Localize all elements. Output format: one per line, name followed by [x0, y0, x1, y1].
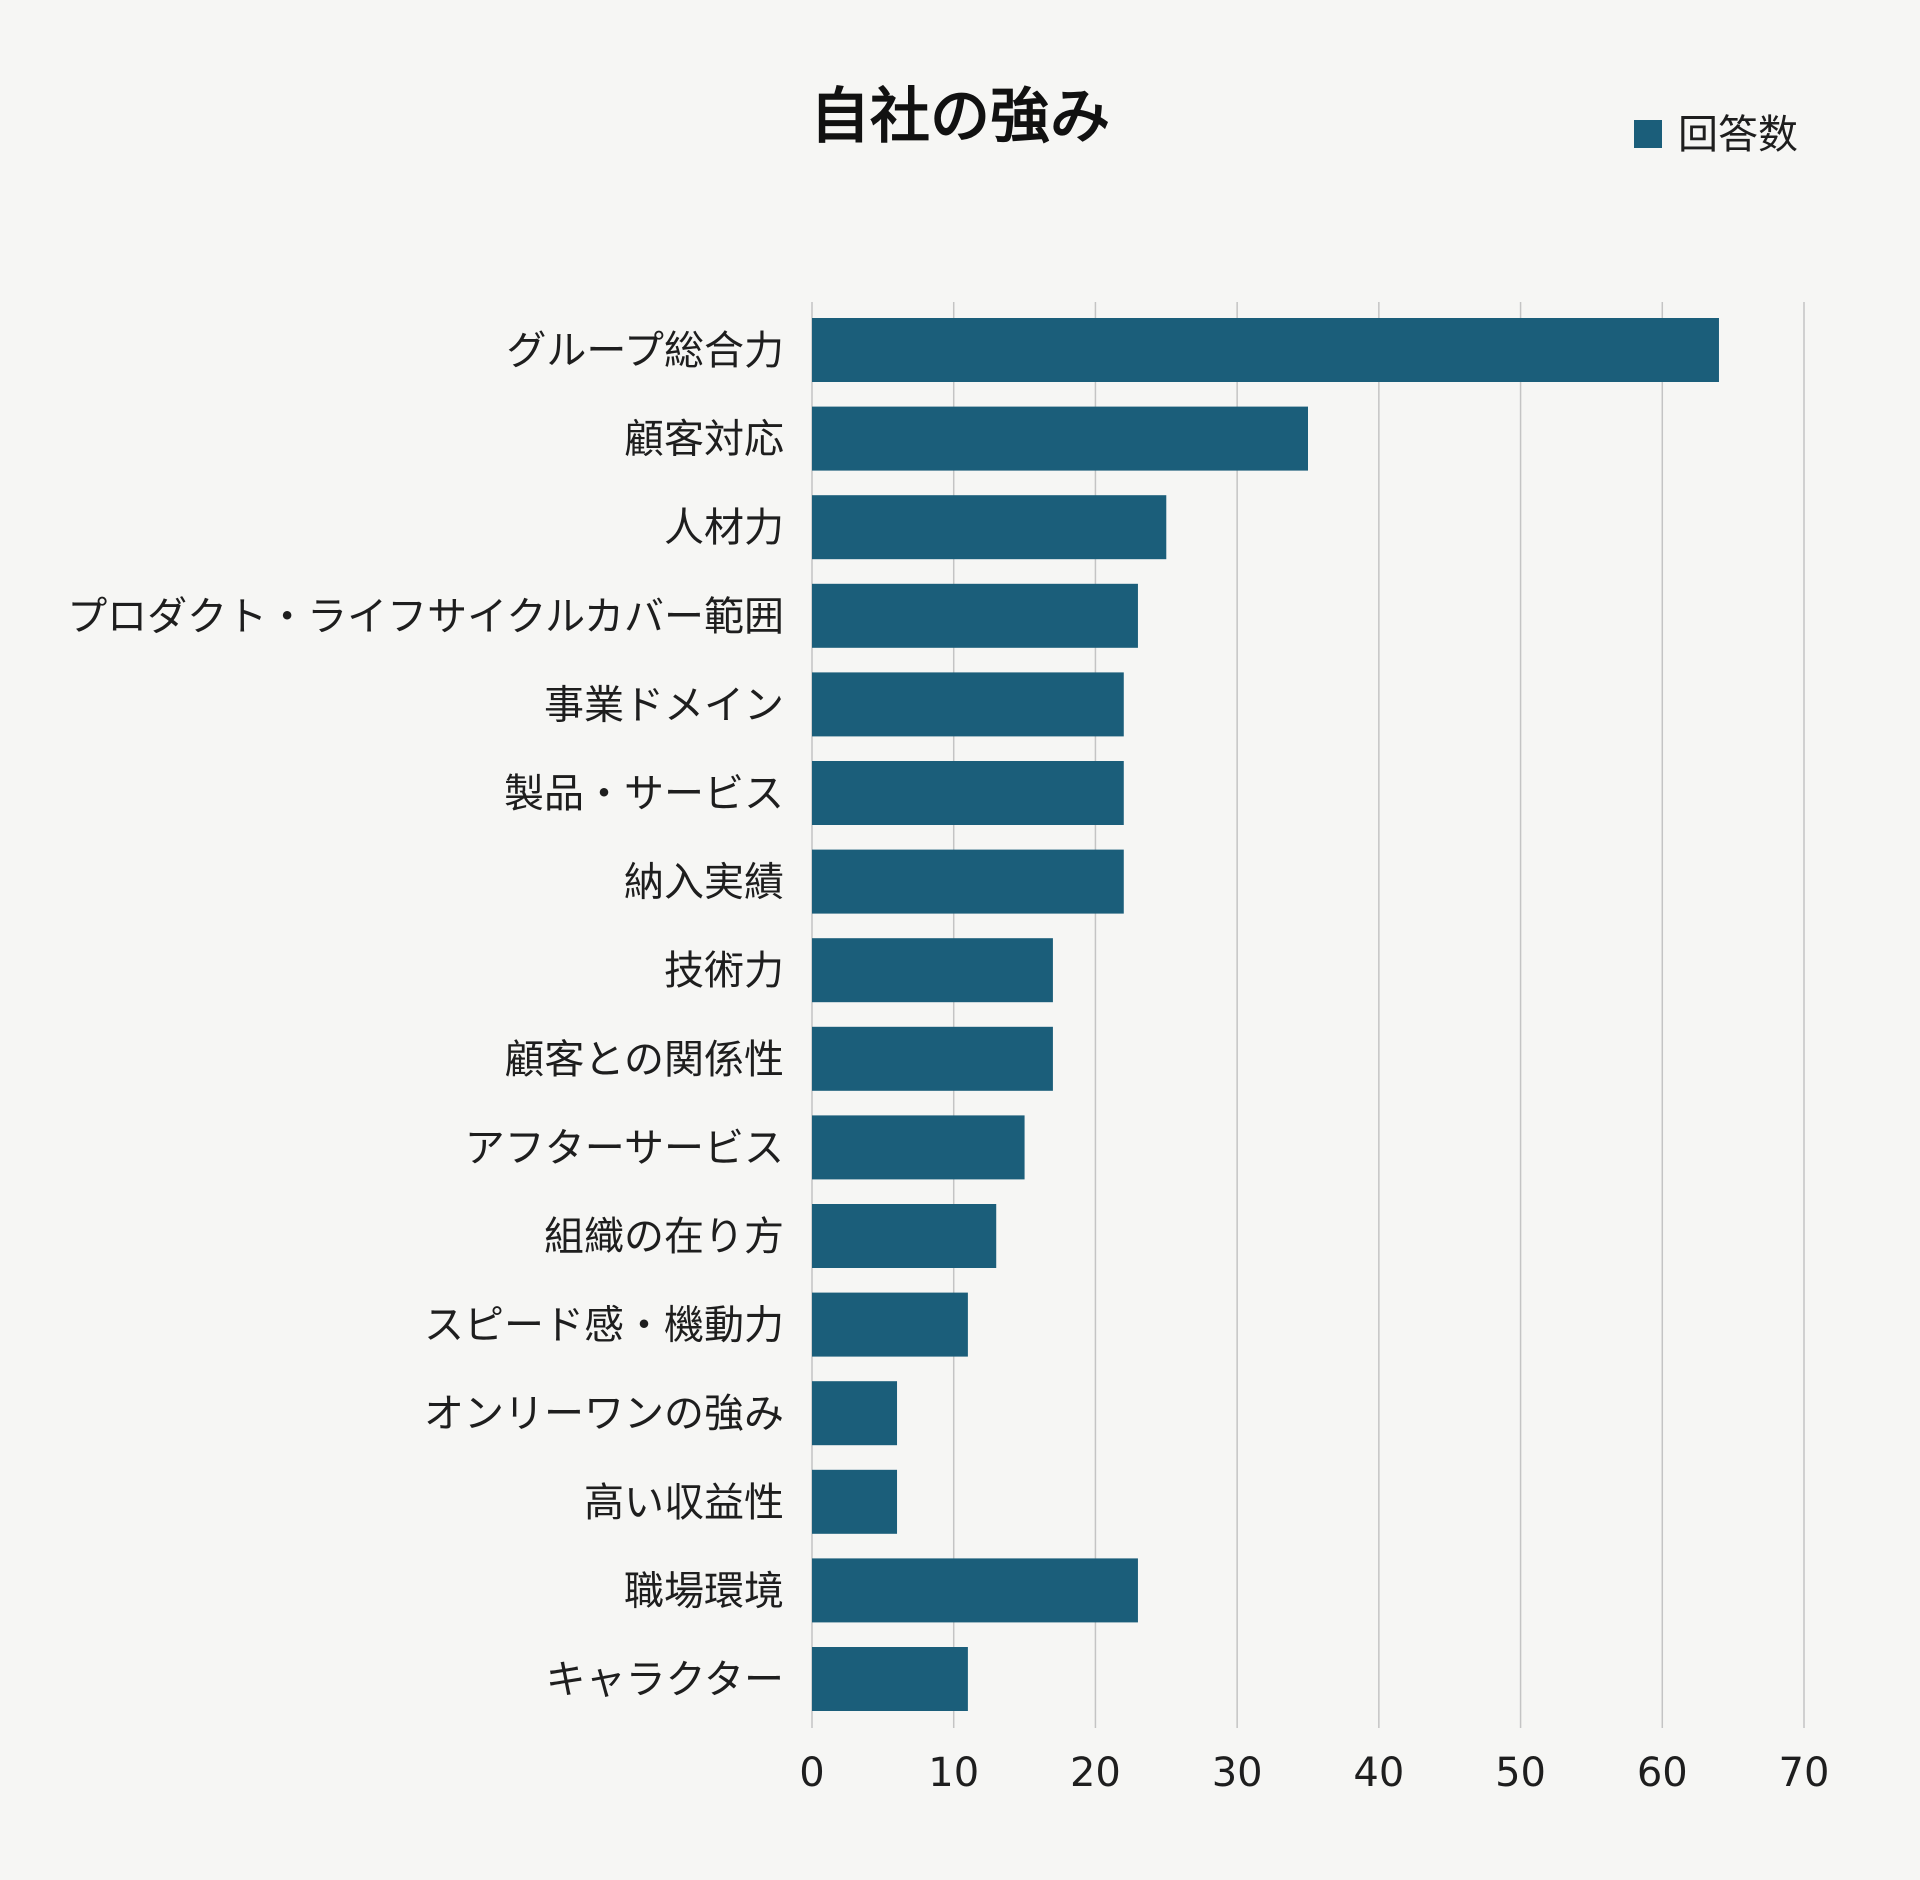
category-label: オンリーワンの強み [424, 1391, 784, 1437]
bar [812, 761, 1124, 825]
category-label: 組織の在り方 [544, 1214, 784, 1260]
bars [812, 318, 1719, 1711]
bar [812, 1204, 997, 1268]
bar [812, 1026, 1053, 1091]
category-label: スピード感・機動力 [424, 1303, 784, 1349]
bar [812, 1381, 898, 1446]
category-label: 製品・サービス [504, 771, 784, 817]
chart-title: 自社の強み [810, 82, 1110, 152]
bar [812, 1469, 898, 1534]
legend: 回答数 [1634, 112, 1798, 158]
legend-label: 回答数 [1678, 112, 1798, 158]
bar [812, 318, 1719, 382]
bar [812, 1647, 968, 1711]
category-label: 人材力 [664, 505, 784, 551]
category-label: 高い収益性 [584, 1480, 784, 1526]
category-label: キャラクター [546, 1657, 784, 1703]
bar [812, 1115, 1025, 1180]
x-tick-label: 60 [1637, 1750, 1688, 1796]
category-label: 顧客対応 [624, 417, 784, 463]
bar [812, 1292, 968, 1357]
category-labels: グループ総合力顧客対応人材力プロダクト・ライフサイクルカバー範囲事業ドメイン製品… [67, 328, 784, 1703]
category-label: 顧客との関係性 [504, 1037, 784, 1083]
bar [812, 495, 1167, 560]
x-axis-ticks: 0 10 20 30 40 50 60 70 [799, 1750, 1829, 1796]
category-label: 職場環境 [624, 1568, 784, 1614]
bar [812, 938, 1053, 1003]
x-tick-label: 20 [1070, 1750, 1121, 1796]
x-tick-label: 70 [1779, 1750, 1830, 1796]
x-tick-label: 40 [1353, 1750, 1404, 1796]
x-tick-label: 50 [1495, 1750, 1546, 1796]
category-label: アフターサービス [465, 1125, 784, 1171]
category-label: 技術力 [664, 948, 784, 994]
bar [812, 672, 1124, 737]
bar [812, 583, 1138, 648]
category-label: 事業ドメイン [544, 682, 784, 728]
bar [812, 406, 1308, 471]
category-label: グループ総合力 [506, 328, 784, 374]
bar [812, 849, 1124, 914]
bar [812, 1558, 1138, 1623]
legend-swatch [1634, 120, 1662, 148]
x-tick-label: 30 [1212, 1750, 1263, 1796]
x-tick-label: 10 [928, 1750, 979, 1796]
category-label: 納入実績 [624, 860, 784, 906]
x-tick-label: 0 [799, 1750, 824, 1796]
category-label: プロダクト・ライフサイクルカバー範囲 [67, 594, 784, 640]
